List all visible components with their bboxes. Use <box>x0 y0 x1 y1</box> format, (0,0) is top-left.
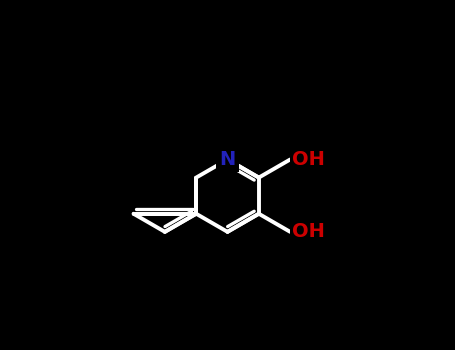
Text: OH: OH <box>292 150 325 169</box>
Text: OH: OH <box>292 222 325 241</box>
Text: N: N <box>219 150 236 169</box>
